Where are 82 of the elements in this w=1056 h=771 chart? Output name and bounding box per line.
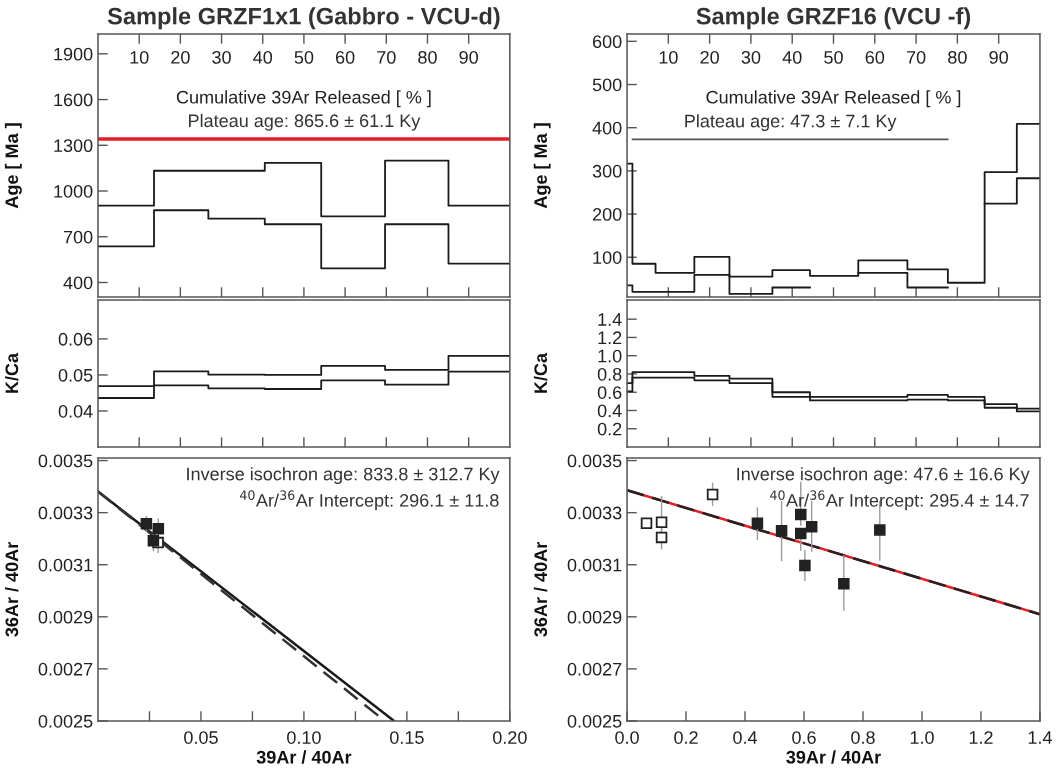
annotation: Plateau age: 47.3 ± 7.1 Ky <box>685 114 897 132</box>
x-tick-label: 10 <box>659 50 678 64</box>
y-tick-label: 600 <box>592 35 622 49</box>
x-tick-label: 30 <box>741 50 761 64</box>
y-axis-title: 36Ar / 40Ar <box>533 542 548 637</box>
x-tick-label: 0.0 <box>615 731 639 744</box>
y-tick-label: 200 <box>592 208 622 221</box>
annotation: Plateau age: 865.6 ± 61.1 Ky <box>189 113 421 131</box>
y-tick-label: 0.4 <box>597 404 622 418</box>
y-tick-label: 0.0027 <box>567 662 622 676</box>
x-tick-label: 40 <box>253 50 273 64</box>
y-tick-label: 0.0031 <box>38 558 93 572</box>
annotation: $^{40}$Ar/$^{36}$Ar Intercept: 296.1 ± 11.8 <box>239 490 499 511</box>
y-axis-title: K/Ca <box>4 352 19 393</box>
y-tick-label: 1.0 <box>598 349 622 363</box>
y-tick-label: 0.04 <box>58 404 93 418</box>
x-tick-label: 20 <box>171 50 190 64</box>
annotation: Inverse isochron age: 833.8 ± 312.7 Ky <box>187 467 500 485</box>
y-tick-label: 1.2 <box>598 331 622 344</box>
y-tick-label: 0.0035 <box>567 454 622 468</box>
x-tick-label: 70 <box>377 50 396 64</box>
y-tick-label: 0.0035 <box>38 454 93 468</box>
y-tick-label: 0.0029 <box>38 610 93 624</box>
chart-title: Sample GRZF1x1 (Gabbro - VCU-d) <box>107 7 500 30</box>
x-tick-label: 0.4 <box>733 731 758 744</box>
x-tick-label: 0.20 <box>492 731 527 744</box>
y-tick-label: 500 <box>592 78 622 92</box>
x-tick-label: 80 <box>418 50 437 64</box>
x-tick-label: 70 <box>906 50 926 64</box>
x-tick-label: 0.05 <box>184 731 218 744</box>
x-axis-title: Cumulative 39Ar Released [ % ] <box>706 90 961 108</box>
y-tick-label: 0.2 <box>597 422 622 436</box>
x-tick-label: 80 <box>948 50 967 64</box>
x-tick-label: 0.8 <box>851 731 875 744</box>
y-tick-label: 400 <box>63 276 93 290</box>
y-tick-label: 0.0025 <box>567 714 622 728</box>
y-axis-title: Age [ Ma ] <box>533 123 551 209</box>
y-tick-label: 100 <box>593 251 622 264</box>
y-tick-label: 0.0033 <box>38 506 93 520</box>
x-axis-title: 39Ar / 40Ar <box>256 750 352 764</box>
y-tick-label: 1600 <box>54 93 93 107</box>
x-tick-label: 30 <box>212 50 231 64</box>
y-tick-label: 700 <box>63 230 93 244</box>
y-axis-title: 36Ar / 40Ar <box>4 542 19 637</box>
y-tick-label: 1900 <box>54 47 93 61</box>
x-tick-label: 0.15 <box>390 731 424 744</box>
x-tick-label: 0.6 <box>792 731 816 744</box>
x-tick-label: 1.0 <box>910 731 934 744</box>
x-tick-label: 0.10 <box>287 731 321 744</box>
y-tick-label: 300 <box>592 164 622 178</box>
y-tick-label: 1300 <box>54 139 93 153</box>
x-tick-label: 10 <box>130 50 149 64</box>
annotation: $^{40}$Ar/$^{36}$Ar Intercept: 295.4 ± 14.7 <box>770 490 1029 511</box>
x-axis-title: Cumulative 39Ar Released [ % ] <box>176 90 431 108</box>
y-tick-label: 0.05 <box>58 368 93 382</box>
y-tick-label: 1.4 <box>598 313 622 326</box>
y-tick-label: 400 <box>592 121 622 135</box>
annotation: Inverse isochron age: 47.6 ± 16.6 Ky <box>737 467 1030 485</box>
y-tick-label: 0.0027 <box>38 662 93 676</box>
y-tick-label: 0.0033 <box>567 506 622 520</box>
x-tick-label: 50 <box>294 50 314 64</box>
y-axis-title: K/Ca <box>533 352 548 393</box>
y-tick-label: 1000 <box>54 184 93 198</box>
y-tick-label: 0.8 <box>597 367 622 381</box>
x-tick-label: 90 <box>989 50 1008 64</box>
y-tick-label: 0.6 <box>597 386 622 399</box>
y-tick-label: 0.0031 <box>567 558 622 572</box>
x-tick-label: 1.4 <box>1028 731 1052 744</box>
y-tick-label: 0.06 <box>58 332 93 346</box>
x-tick-label: 40 <box>782 50 802 64</box>
chart-title: Sample GRZF16 (VCU -f) <box>696 7 971 30</box>
y-axis-title: Age [ Ma ] <box>4 123 22 209</box>
x-tick-label: 50 <box>824 50 843 64</box>
x-tick-label: 60 <box>335 50 355 64</box>
y-tick-label: 0.0029 <box>567 610 622 624</box>
x-tick-label: 20 <box>700 50 719 64</box>
x-axis-title: 39Ar / 40Ar <box>786 750 881 764</box>
x-tick-label: 90 <box>459 50 478 64</box>
x-tick-label: 1.2 <box>969 731 993 744</box>
x-tick-label: 60 <box>865 50 885 64</box>
y-tick-label: 0.0025 <box>38 714 93 728</box>
x-tick-label: 0.2 <box>674 731 698 744</box>
